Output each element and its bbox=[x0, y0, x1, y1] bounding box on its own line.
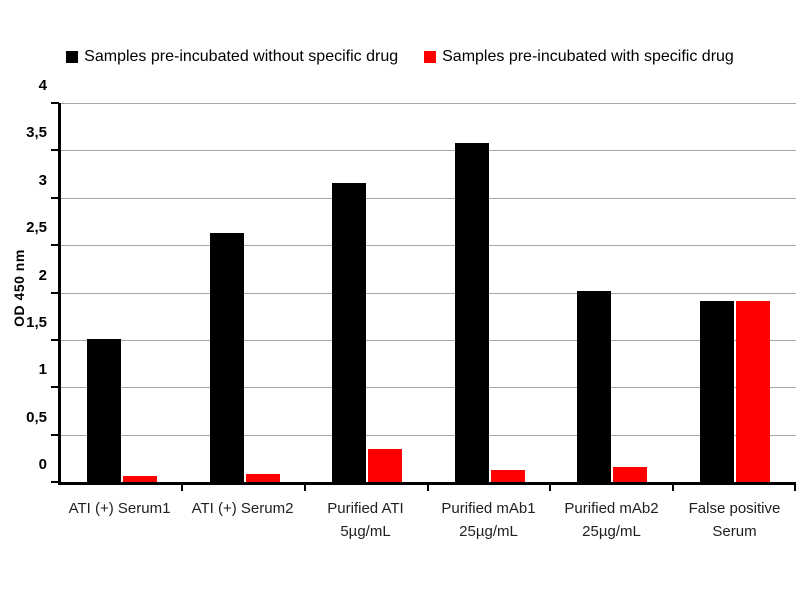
bar bbox=[245, 474, 280, 482]
gridline bbox=[61, 103, 796, 104]
category-group bbox=[184, 103, 307, 482]
legend-label: Samples pre-incubated with specific drug bbox=[442, 48, 734, 65]
y-tick-label: 0 bbox=[38, 456, 47, 473]
y-tick-mark bbox=[51, 102, 59, 104]
legend-item-with-drug: Samples pre-incubated with specific drug bbox=[424, 48, 734, 66]
y-tick-mark bbox=[51, 386, 59, 389]
y-tick-label: 2 bbox=[38, 266, 47, 284]
gridline bbox=[61, 434, 796, 436]
category-group bbox=[429, 103, 552, 482]
x-tick-mark bbox=[548, 485, 551, 491]
category-group bbox=[674, 103, 797, 482]
x-axis-category-label: False positive Serum bbox=[688, 500, 781, 540]
gridline bbox=[61, 150, 796, 152]
x-tick-mark bbox=[794, 485, 796, 491]
bar bbox=[209, 232, 244, 482]
x-tick-mark bbox=[181, 485, 184, 491]
y-tick-label: 1 bbox=[38, 361, 47, 379]
x-axis-category-label: ATI (+) Serum1 bbox=[68, 500, 171, 517]
chart-legend: Samples pre-incubated without specific d… bbox=[0, 48, 800, 66]
y-tick-mark bbox=[51, 338, 59, 341]
bar bbox=[735, 301, 770, 482]
x-axis-category-label: ATI (+) Serum2 bbox=[191, 500, 294, 517]
x-axis-labels: ATI (+) Serum1 ATI (+) Serum2 Purified ATI… bbox=[58, 497, 796, 543]
x-axis-category-label: Purified mAb2 25µg/mL bbox=[564, 500, 659, 540]
gridline bbox=[61, 292, 796, 294]
bar bbox=[490, 469, 525, 482]
x-tick-mark bbox=[303, 485, 306, 491]
bar bbox=[613, 466, 648, 482]
bar bbox=[454, 142, 489, 482]
y-tick-mark bbox=[51, 149, 59, 152]
category-group bbox=[61, 103, 184, 482]
legend-label: Samples pre-incubated without specific d… bbox=[84, 48, 399, 65]
bar bbox=[577, 290, 612, 482]
x-axis-category-label: Purified ATI 5µg/mL bbox=[327, 500, 404, 540]
y-tick-mark bbox=[51, 481, 59, 483]
plot-area: 0 0,5 1 1,5 2 2,5 3 3,5 4 bbox=[26, 77, 797, 491]
bar bbox=[123, 476, 158, 482]
y-tick-label: 4 bbox=[38, 77, 47, 94]
x-tick-mark bbox=[426, 485, 429, 491]
gridline bbox=[61, 245, 796, 247]
bar bbox=[699, 301, 734, 482]
category-group bbox=[551, 103, 674, 482]
y-tick-mark bbox=[51, 244, 59, 247]
y-tick-label: 3,5 bbox=[26, 124, 47, 142]
gridline bbox=[61, 339, 796, 341]
gridline bbox=[61, 197, 796, 199]
x-tick-mark bbox=[671, 485, 674, 491]
x-axis-category-label: Purified mAb1 25µg/mL bbox=[441, 500, 536, 540]
y-tick-label: 3 bbox=[38, 171, 47, 189]
y-tick-label: 0,5 bbox=[26, 408, 47, 426]
y-tick-mark bbox=[51, 291, 59, 294]
legend-swatch-black-icon bbox=[66, 51, 79, 63]
y-tick-mark bbox=[51, 196, 59, 199]
bar bbox=[368, 448, 403, 482]
bar bbox=[87, 338, 122, 482]
gridline bbox=[61, 387, 796, 389]
legend-item-without-drug: Samples pre-incubated without specific d… bbox=[66, 48, 398, 66]
y-tick-label: 1,5 bbox=[26, 313, 47, 331]
bar bbox=[332, 182, 367, 482]
y-tick-label: 2,5 bbox=[26, 219, 47, 237]
y-tick-mark bbox=[51, 433, 59, 436]
category-group bbox=[306, 103, 429, 482]
legend-swatch-red-icon bbox=[424, 51, 437, 63]
